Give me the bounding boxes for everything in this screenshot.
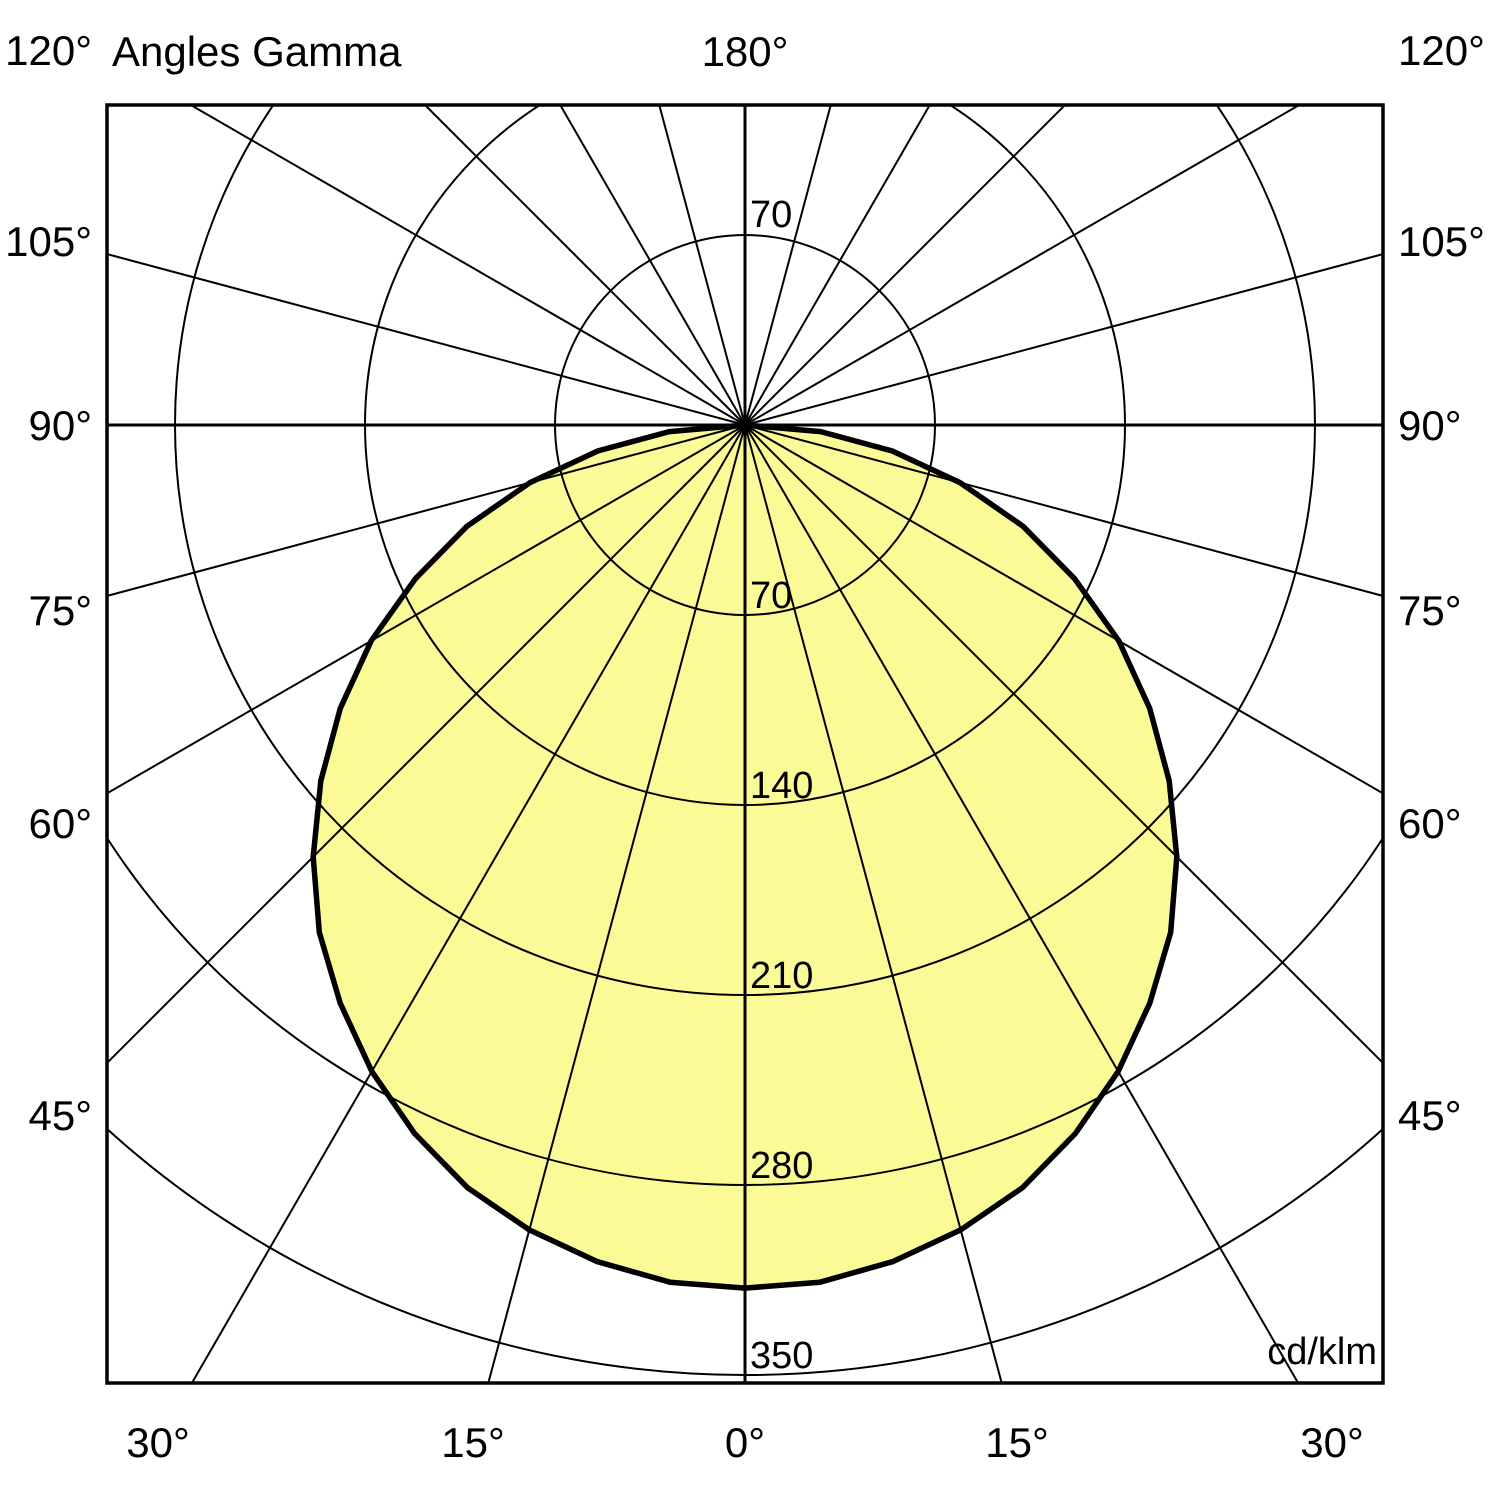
plot-border	[105, 103, 1385, 1385]
ring-label-140: 140	[750, 765, 813, 807]
ring-label-70-top: 70	[750, 194, 792, 236]
gamma-ray-315	[107, 424, 746, 1065]
gamma-label-bottom-0: 30°	[126, 1419, 190, 1466]
gamma-ray-240	[188, 105, 746, 426]
gamma-label-bottom-2: 0°	[725, 1419, 765, 1466]
gamma-ray-330	[190, 424, 746, 1383]
gamma-label-left-75: 75°	[28, 587, 92, 634]
gamma-ray-255	[107, 253, 746, 426]
gamma-ray-225	[423, 105, 746, 426]
gamma-label-bottom-3: 15°	[985, 1419, 1049, 1466]
gamma-label-left-90: 90°	[28, 402, 92, 449]
gamma-ray-300	[107, 424, 746, 795]
gamma-label-top-180: 180°	[702, 28, 789, 75]
unit-label: cd/klm	[1267, 1331, 1377, 1373]
gamma-ray-285	[107, 424, 746, 597]
gamma-ray-120	[744, 105, 1302, 426]
gamma-ray-150	[744, 105, 931, 426]
gamma-ray-75	[744, 424, 1383, 597]
gamma-ray-210	[559, 105, 746, 426]
gamma-ray-30	[744, 424, 1300, 1383]
gamma-ray-45	[744, 424, 1383, 1065]
gamma-label-left-60: 60°	[28, 800, 92, 847]
gamma-ray-15	[744, 424, 1003, 1383]
gamma-label-right-75: 75°	[1398, 587, 1462, 634]
chart-title: Angles Gamma	[112, 28, 402, 75]
gamma-label-left-120: 120°	[5, 27, 92, 74]
ring-label-280: 280	[750, 1145, 813, 1187]
gamma-label-right-45: 45°	[1398, 1092, 1462, 1139]
gamma-ray-105	[744, 253, 1383, 426]
gamma-label-left-105: 105°	[5, 218, 92, 265]
gamma-label-right-60: 60°	[1398, 800, 1462, 847]
gamma-label-left-45: 45°	[28, 1092, 92, 1139]
gamma-label-bottom-4: 30°	[1300, 1419, 1364, 1466]
ring-label-70: 70	[750, 575, 792, 617]
gamma-label-right-90: 90°	[1398, 402, 1462, 449]
ring-label-210: 210	[750, 955, 813, 997]
gamma-label-right-105: 105°	[1398, 218, 1485, 265]
ring-label-350: 350	[750, 1335, 813, 1377]
gamma-ray-135	[744, 105, 1067, 426]
gamma-label-right-120: 120°	[1398, 27, 1485, 74]
gamma-ray-345	[487, 424, 746, 1383]
gamma-label-bottom-1: 15°	[441, 1419, 505, 1466]
intensity-distribution-outline	[310, 422, 1180, 1291]
gamma-ray-60	[744, 424, 1383, 795]
